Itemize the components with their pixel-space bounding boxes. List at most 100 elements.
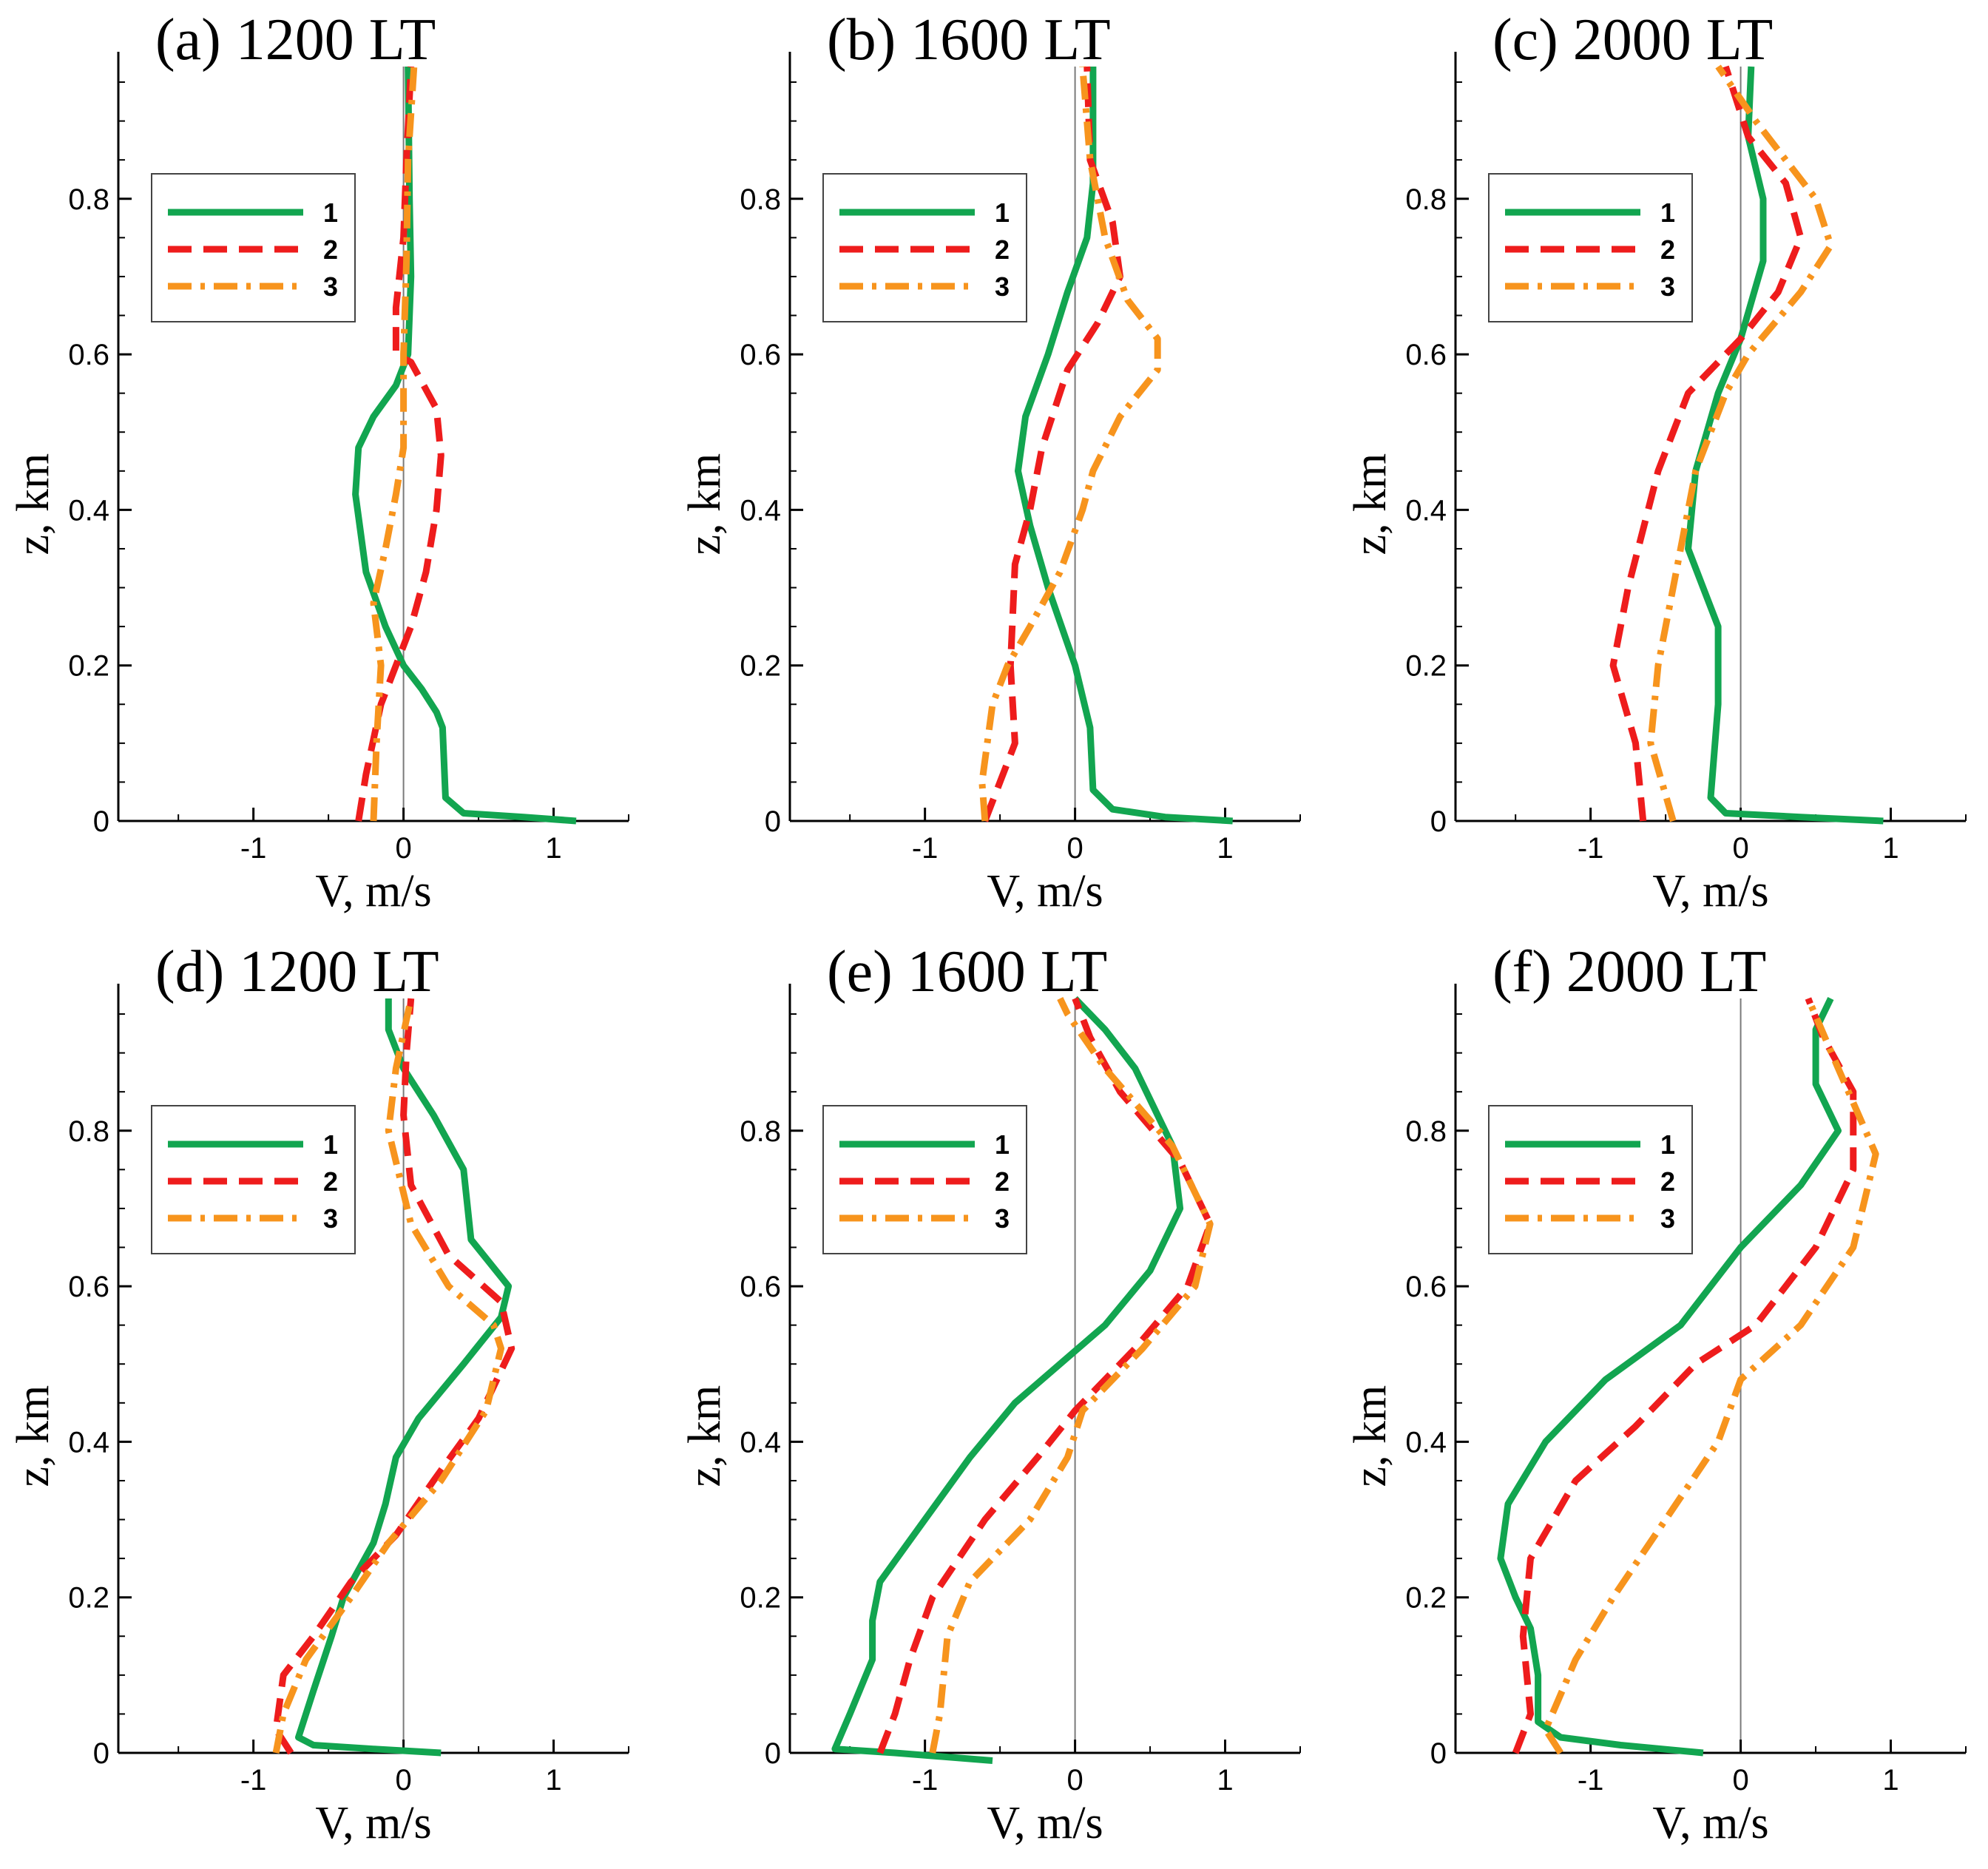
panel-4-legend-label-3: 3 xyxy=(323,1203,338,1234)
panel-3-xtick-label: 1 xyxy=(1882,832,1899,865)
panel-3-ytick-label: 0.8 xyxy=(1405,183,1447,216)
panel-4-xlabel: V, m/s xyxy=(315,1798,431,1848)
panel-6-series-2-line xyxy=(1512,997,1857,1754)
panel-3-xtick-label: 0 xyxy=(1732,832,1748,865)
panel-4-legend-label-2: 2 xyxy=(323,1166,338,1197)
panel-2-series-2-line xyxy=(981,66,1123,822)
panel-3-ytick-label: 0.4 xyxy=(1405,494,1447,527)
panel-2-series-1-line xyxy=(1015,67,1233,825)
panel-5-ytick-label: 0 xyxy=(765,1737,781,1770)
panel-5-legend-label-1: 1 xyxy=(995,1129,1010,1160)
panel-6-title: (f) 2000 LT xyxy=(1492,939,1766,1004)
panel-6-xtick-label: -1 xyxy=(1578,1764,1604,1797)
panel-5: (e) 1600 LT 0 0.2 0.4 0.6 0.8 -1 0 1 V, m/s z, km 1… xyxy=(680,939,1301,1848)
panel-2-xtick-label: -1 xyxy=(912,832,939,865)
panel-6-xlabel: V, m/s xyxy=(1652,1798,1768,1848)
panel-6-ytick-label: 0.4 xyxy=(1405,1426,1447,1459)
panel-1-xtick-label: 1 xyxy=(545,832,561,865)
panel-1-xlabel: V, m/s xyxy=(315,866,431,916)
panel-2-ytick-label: 0.2 xyxy=(740,650,781,683)
panel-6-series-1-line xyxy=(1497,997,1842,1757)
panel-4-ytick-label: 0.6 xyxy=(68,1271,109,1303)
panel-2-title: (b) 1600 LT xyxy=(827,7,1111,72)
panel-3-title: (c) 2000 LT xyxy=(1492,7,1773,72)
panel-5-ytick-label: 0.4 xyxy=(740,1426,781,1459)
panel-3-legend-label-3: 3 xyxy=(1660,271,1675,302)
panel-4-ytick-label: 0.2 xyxy=(68,1582,109,1615)
panel-2-ytick-label: 0.6 xyxy=(740,339,781,371)
panel-1-ytick-label: 0.8 xyxy=(68,183,109,216)
panel-6-ytick-label: 0.6 xyxy=(1405,1271,1447,1303)
panel-4-title: (d) 1200 LT xyxy=(155,939,439,1004)
panel-3-ylabel: z, km xyxy=(1345,453,1396,555)
panel-3: (c) 2000 LT 0 0.2 0.4 0.6 0.8 -1 0 1 V, m/s z, km 1… xyxy=(1345,7,1967,916)
panel-4-series-1-line xyxy=(295,998,513,1757)
panel-3-ytick-label: 0 xyxy=(1430,805,1447,838)
panel-3-legend-label-2: 2 xyxy=(1660,234,1675,265)
panel-1-xtick-label: 0 xyxy=(395,832,411,865)
panel-2-xtick-label: 0 xyxy=(1066,832,1083,865)
panel-5-ytick-label: 0.2 xyxy=(740,1582,781,1615)
panel-1-series-3-line xyxy=(370,66,418,822)
panel-2-legend-label-3: 3 xyxy=(995,271,1010,302)
panel-2-legend-label-2: 2 xyxy=(995,234,1010,265)
panel-1-ytick-label: 0.6 xyxy=(68,339,109,371)
panel-2-ytick-label: 0.8 xyxy=(740,183,781,216)
panel-4-ytick-label: 0 xyxy=(93,1737,109,1770)
panel-3-series-3-line xyxy=(1647,64,1834,822)
panel-4-series-2-line xyxy=(272,998,515,1755)
panel-5-xtick-label: 0 xyxy=(1066,1764,1083,1797)
panel-1: (a) 1200 LT 0 0.2 0.4 0.6 0.8 -1 0 1 V, m/s z, km 1… xyxy=(8,7,629,916)
panel-5-legend-label-2: 2 xyxy=(995,1166,1010,1197)
panel-4-ytick-label: 0.8 xyxy=(68,1115,109,1148)
panel-6-ylabel: z, km xyxy=(1345,1385,1396,1487)
panel-5-ylabel: z, km xyxy=(680,1385,730,1487)
panel-5-series-3-line xyxy=(929,997,1214,1754)
panel-2: (b) 1600 LT 0 0.2 0.4 0.6 0.8 -1 0 1 V, m/s z, km 1… xyxy=(680,7,1301,916)
panel-5-ytick-label: 0.8 xyxy=(740,1115,781,1148)
panel-6-legend-label-2: 2 xyxy=(1660,1166,1675,1197)
panel-3-ytick-label: 0.6 xyxy=(1405,339,1447,371)
panel-5-xlabel: V, m/s xyxy=(987,1798,1103,1848)
panel-1-legend-label-3: 3 xyxy=(323,271,338,302)
panel-2-ytick-label: 0 xyxy=(765,805,781,838)
panel-4: (d) 1200 LT 0 0.2 0.4 0.6 0.8 -1 0 1 V, m/s z, km 1… xyxy=(8,939,629,1848)
panel-1-legend-label-1: 1 xyxy=(323,197,338,228)
panel-6-ytick-label: 0.8 xyxy=(1405,1115,1447,1148)
panel-3-xlabel: V, m/s xyxy=(1652,866,1768,916)
panel-6: (f) 2000 LT 0 0.2 0.4 0.6 0.8 -1 0 1 V, m/s z, km 1… xyxy=(1345,939,1967,1848)
panel-5-series-1-line xyxy=(831,996,1184,1764)
panel-4-series-3-line xyxy=(272,998,504,1754)
panel-2-xtick-label: 1 xyxy=(1217,832,1233,865)
panel-2-series-3-line xyxy=(978,66,1161,822)
panel-3-series-2-line xyxy=(1609,65,1805,822)
panel-5-series-2-line xyxy=(876,997,1214,1754)
panel-3-legend-label-1: 1 xyxy=(1660,197,1675,228)
panel-1-title: (a) 1200 LT xyxy=(155,7,436,72)
panel-1-series-2-line xyxy=(355,66,444,822)
panel-4-xtick-label: 0 xyxy=(395,1764,411,1797)
panel-1-legend-label-2: 2 xyxy=(323,234,338,265)
panel-4-xtick-label: 1 xyxy=(545,1764,561,1797)
panel-1-xtick-label: -1 xyxy=(240,832,267,865)
panel-5-ytick-label: 0.6 xyxy=(740,1271,781,1303)
panel-1-ytick-label: 0.2 xyxy=(68,650,109,683)
panel-5-xtick-label: 1 xyxy=(1217,1764,1233,1797)
panel-4-ytick-label: 0.4 xyxy=(68,1426,109,1459)
panel-6-legend-label-1: 1 xyxy=(1660,1129,1675,1160)
panel-2-ylabel: z, km xyxy=(680,453,730,555)
panel-3-series-1-line xyxy=(1685,66,1884,825)
panel-6-xtick-label: 1 xyxy=(1882,1764,1899,1797)
panel-5-xtick-label: -1 xyxy=(912,1764,939,1797)
panel-5-legend-label-3: 3 xyxy=(995,1203,1010,1234)
panel-4-ylabel: z, km xyxy=(8,1385,58,1487)
panel-2-legend-label-1: 1 xyxy=(995,197,1010,228)
panel-6-ytick-label: 0 xyxy=(1430,1737,1447,1770)
panel-4-legend-label-1: 1 xyxy=(323,1129,338,1160)
panel-2-xlabel: V, m/s xyxy=(987,866,1103,916)
panel-5-title: (e) 1600 LT xyxy=(827,939,1107,1004)
panel-6-xtick-label: 0 xyxy=(1732,1764,1748,1797)
panel-3-xtick-label: -1 xyxy=(1578,832,1604,865)
panel-2-ytick-label: 0.4 xyxy=(740,494,781,527)
